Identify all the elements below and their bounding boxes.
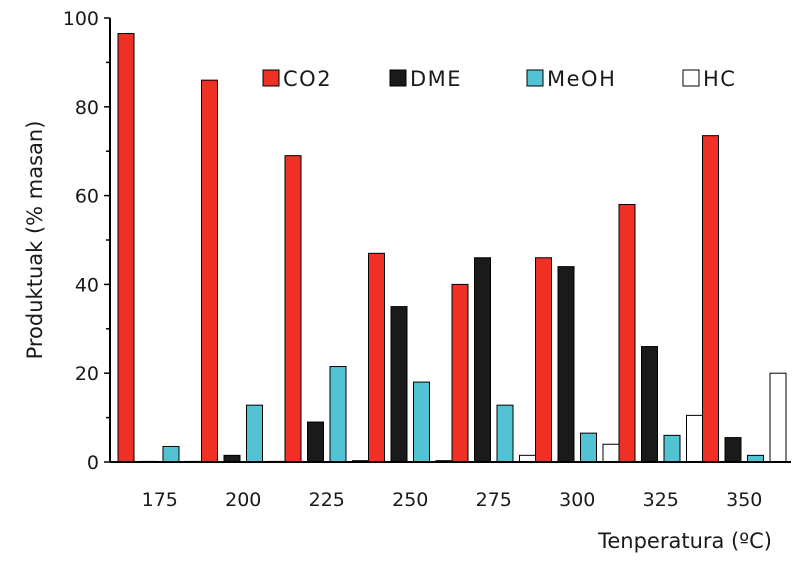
bar-dme-300 <box>557 266 575 463</box>
y-tick-label: 60 <box>75 186 99 208</box>
legend-label-meoh: MeOH <box>547 67 616 91</box>
x-tick-label: 225 <box>309 489 345 511</box>
bar-meoh-300 <box>580 432 597 463</box>
y-tick-label: 40 <box>75 274 99 296</box>
bar-dme-325 <box>641 346 658 463</box>
bar-hc-325 <box>686 414 703 463</box>
bar-meoh-325 <box>663 434 681 463</box>
bar-meoh-175 <box>162 445 180 463</box>
bar-meoh-200 <box>246 404 263 463</box>
y-tick-label: 0 <box>87 452 99 474</box>
legend-swatch-dme <box>389 69 407 87</box>
bar-hc-350 <box>769 372 787 463</box>
x-tick-label: 325 <box>643 489 679 511</box>
bar-co2-175 <box>117 33 135 463</box>
bar-co2-275 <box>451 283 469 463</box>
y-axis-title: Produktuak (% masan) <box>23 121 47 360</box>
bar-dme-275 <box>474 257 491 463</box>
y-tick-label: 100 <box>63 8 99 30</box>
bar-meoh-275 <box>496 404 514 463</box>
x-axis-title: Tenperatura (ºC) <box>597 529 772 553</box>
bar-co2-250 <box>368 252 385 463</box>
bar-dme-350 <box>724 437 742 463</box>
bar-co2-300 <box>535 257 552 463</box>
x-tick-label: 350 <box>726 489 762 511</box>
bar-hc-300 <box>602 443 620 463</box>
bar-dme-225 <box>307 421 324 463</box>
bar-co2-350 <box>702 135 719 463</box>
x-tick-label: 300 <box>559 489 595 511</box>
x-tick-label: 275 <box>476 489 512 511</box>
legend-label-hc: HC <box>703 67 736 91</box>
bar-meoh-250 <box>413 381 430 463</box>
bar-co2-325 <box>618 203 636 463</box>
bar-co2-225 <box>284 155 302 463</box>
y-tick-label: 80 <box>75 97 99 119</box>
legend-swatch-meoh <box>526 69 544 87</box>
bar-meoh-225 <box>329 366 347 463</box>
x-tick-label: 250 <box>392 489 428 511</box>
y-tick-label: 20 <box>75 363 99 385</box>
bar-co2-200 <box>201 79 218 463</box>
bar-dme-250 <box>390 306 408 463</box>
legend-label-co2: CO2 <box>283 67 332 91</box>
legend-swatch-hc <box>682 69 700 87</box>
x-tick-label: 175 <box>142 489 178 511</box>
legend-label-dme: DME <box>410 67 462 91</box>
legend-swatch-co2 <box>262 69 280 87</box>
x-tick-label: 200 <box>225 489 261 511</box>
